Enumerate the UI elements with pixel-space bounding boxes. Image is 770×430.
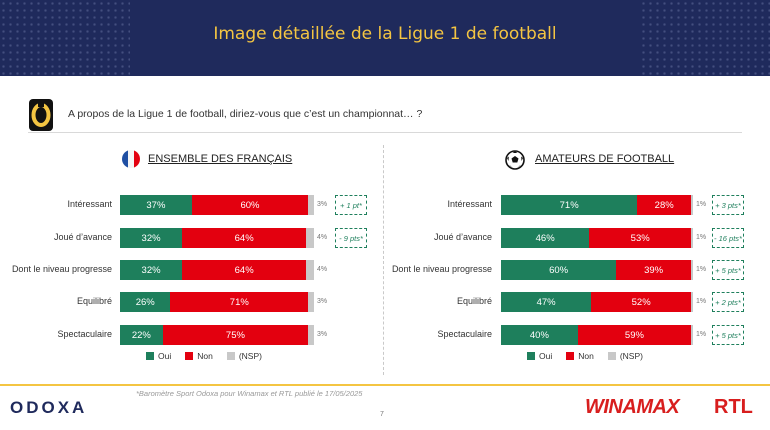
bar-non: 52% [591, 292, 692, 312]
bar-oui: 47% [501, 292, 592, 312]
legend-swatch-non [185, 352, 194, 360]
soccer-ball-icon [505, 150, 525, 170]
legend-label-oui: Oui [539, 351, 553, 361]
bar-nsp [691, 195, 693, 215]
legend-item-non: Non [185, 351, 213, 361]
panel-title-francais: ENSEMBLE DES FRANÇAIS [148, 153, 293, 165]
france-flag-icon [122, 150, 140, 168]
panel-divider [383, 145, 384, 375]
nsp-value-label: 4% [317, 266, 328, 273]
legend-label-non: Non [197, 351, 213, 361]
bar-non: 39% [616, 260, 692, 280]
legend-label-nsp: (NSP) [238, 351, 262, 361]
category-label: Equilibré [456, 296, 492, 306]
bar-oui: 71% [501, 195, 638, 215]
bar-non: 64% [182, 228, 307, 248]
winamax-logo: WINAMAX [585, 396, 680, 418]
bar-nsp [308, 325, 314, 345]
bar-oui: 22% [120, 325, 163, 345]
evolution-badge: - 16 pts* [712, 228, 744, 248]
odoxa-logo: ODOXA [10, 398, 88, 417]
bar-nsp [691, 228, 693, 248]
bar-non: 59% [577, 325, 692, 345]
evolution-badge: + 5 pts* [712, 260, 744, 280]
legend-label-non: Non [578, 351, 594, 361]
legend-label-nsp: (NSP) [619, 351, 643, 361]
bar-oui: 32% [120, 228, 183, 248]
category-label: Spectaculaire [57, 329, 112, 339]
nsp-value-label: 4% [317, 234, 328, 241]
divider-line [28, 132, 742, 133]
odoxa-question-icon [29, 99, 53, 131]
legend-item-non: Non [566, 351, 594, 361]
legend-swatch-non [566, 352, 575, 360]
nsp-value-label: 3% [317, 298, 328, 305]
bar-nsp [691, 325, 693, 345]
page-title: Image détaillée de la Ligue 1 de footbal… [213, 24, 557, 44]
legend-swatch-nsp [226, 352, 235, 360]
header-banner: Image détaillée de la Ligue 1 de footbal… [0, 0, 770, 76]
nsp-value-label: 1% [696, 201, 707, 208]
dot-pattern-decoration [0, 0, 130, 76]
category-label: Joué d’avance [433, 232, 492, 242]
legend-left: Oui Non (NSP) [146, 351, 276, 361]
footnote: *Baromètre Sport Odoxa pour Winamax et R… [136, 389, 363, 398]
bar-nsp [306, 260, 314, 280]
category-label: Joué d’avance [53, 232, 112, 242]
footer-divider [0, 384, 770, 386]
panel-title-amateurs: AMATEURS DE FOOTBALL [535, 153, 675, 165]
legend-item-nsp: (NSP) [607, 351, 643, 361]
bar-oui: 32% [120, 260, 183, 280]
evolution-badge: + 3 pts* [712, 195, 744, 215]
rtl-logo: RTL [714, 396, 753, 418]
bar-non: 64% [182, 260, 307, 280]
legend-item-oui: Oui [527, 351, 552, 361]
legend-swatch-oui [146, 352, 154, 360]
bar-oui: 40% [501, 325, 578, 345]
category-label: Intéressant [67, 199, 112, 209]
bar-oui: 26% [120, 292, 171, 312]
bar-non: 53% [589, 228, 692, 248]
category-label: Spectaculaire [437, 329, 492, 339]
evolution-badge: + 5 pts* [712, 325, 744, 345]
nsp-value-label: 1% [696, 266, 707, 273]
bar-nsp [306, 228, 314, 248]
evolution-badge: + 1 pt* [335, 195, 367, 215]
legend-right: Oui Non (NSP) [527, 351, 657, 361]
nsp-value-label: 3% [317, 201, 328, 208]
nsp-value-label: 3% [317, 331, 328, 338]
legend-item-oui: Oui [146, 351, 171, 361]
bar-nsp [691, 260, 693, 280]
bar-oui: 46% [501, 228, 590, 248]
bar-non: 71% [170, 292, 309, 312]
nsp-value-label: 1% [696, 298, 707, 305]
nsp-value-label: 1% [696, 234, 707, 241]
page-number: 7 [380, 411, 384, 418]
dot-pattern-decoration [640, 0, 770, 76]
legend-item-nsp: (NSP) [226, 351, 262, 361]
evolution-badge: - 9 pts* [335, 228, 367, 248]
bar-non: 28% [637, 195, 692, 215]
bar-nsp [691, 292, 693, 312]
evolution-badge: + 2 pts* [712, 292, 744, 312]
bar-non: 60% [191, 195, 309, 215]
legend-label-oui: Oui [158, 351, 172, 361]
category-label: Intéressant [447, 199, 492, 209]
legend-swatch-nsp [607, 352, 616, 360]
bar-nsp [308, 292, 314, 312]
nsp-value-label: 1% [696, 331, 707, 338]
category-label: Dont le niveau progresse [11, 264, 112, 274]
bar-non: 75% [162, 325, 309, 345]
legend-swatch-oui [527, 352, 535, 360]
category-label: Dont le niveau progresse [391, 264, 492, 274]
survey-question: A propos de la Ligue 1 de football, diri… [68, 108, 423, 120]
bar-oui: 60% [501, 260, 617, 280]
category-label: Equilibré [76, 296, 112, 306]
bar-nsp [308, 195, 314, 215]
bar-oui: 37% [120, 195, 192, 215]
